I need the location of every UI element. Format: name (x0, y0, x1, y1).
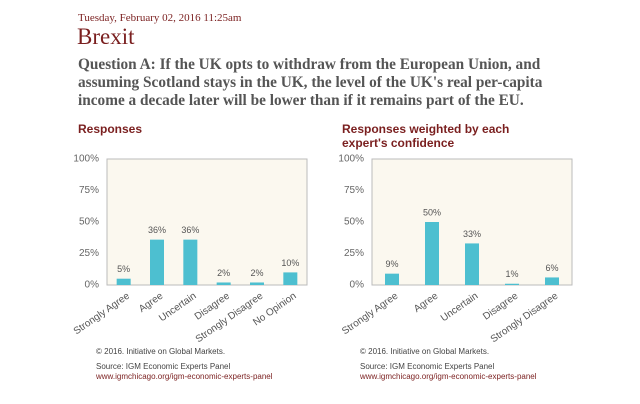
page-title: Brexit (77, 24, 135, 49)
source: Source: IGM Economic Experts Panel (360, 362, 495, 371)
bar (216, 282, 231, 285)
y-tick-label: 50% (79, 217, 99, 228)
value-label: 2% (217, 268, 230, 278)
y-tick-label: 100% (73, 154, 99, 165)
bar (116, 278, 131, 285)
bar (505, 283, 519, 285)
y-tick-label: 25% (344, 248, 364, 259)
bar (385, 273, 399, 285)
x-tick-label: Strongly Agree (340, 290, 400, 337)
x-tick-label: Uncertain (157, 291, 198, 325)
value-label: 9% (385, 259, 398, 269)
y-tick-label: 100% (338, 154, 364, 165)
chart-title: Responses weighted by each expert's conf… (342, 122, 510, 150)
plot-area (106, 158, 308, 286)
y-tick-label: 0% (85, 280, 100, 291)
value-label: 10% (281, 258, 299, 268)
value-label: 36% (181, 225, 199, 235)
y-tick-label: 0% (350, 280, 365, 291)
value-label: 2% (250, 268, 263, 278)
bar (283, 272, 298, 285)
value-label: 33% (463, 229, 481, 239)
x-tick-label: Strongly Agree (72, 290, 132, 337)
value-label: 50% (423, 207, 441, 217)
y-tick-label: 75% (79, 185, 99, 196)
bar (250, 282, 264, 285)
value-label: 1% (505, 269, 518, 279)
date: Tuesday, February 02, 2016 11:25am (78, 12, 242, 24)
copyright: © 2016. Initiative on Global Markets. (360, 347, 490, 356)
y-tick-label: 75% (344, 185, 364, 196)
copyright: © 2016. Initiative on Global Markets. (96, 347, 226, 356)
value-label: 36% (148, 225, 166, 235)
value-label: 5% (117, 264, 130, 274)
x-tick-label: Uncertain (439, 291, 480, 325)
source-url: www.igmchicago.org/igm-economic-experts-… (96, 372, 273, 381)
bar (465, 243, 479, 285)
value-label: 6% (545, 263, 558, 273)
y-tick-label: 25% (79, 248, 99, 259)
bar (545, 277, 559, 285)
x-tick-label: Agree (412, 290, 441, 315)
question: Question A: If the UK opts to withdraw f… (78, 56, 543, 109)
y-tick-label: 50% (344, 217, 364, 228)
source: Source: IGM Economic Experts Panel (96, 362, 231, 371)
bar (183, 239, 198, 285)
chart-title: Responses (78, 122, 143, 136)
bar (150, 239, 164, 285)
x-tick-label: Strongly Disagree (489, 290, 561, 345)
source-url: www.igmchicago.org/igm-economic-experts-… (360, 372, 537, 381)
bar (425, 222, 439, 285)
